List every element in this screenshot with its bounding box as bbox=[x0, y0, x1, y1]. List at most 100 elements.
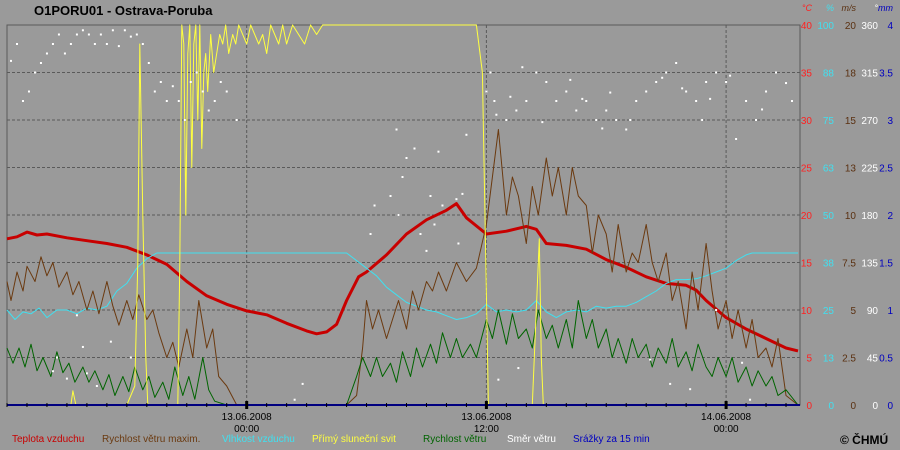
axis-tick-label: 50 bbox=[823, 211, 835, 222]
wind-direction-point bbox=[609, 91, 612, 94]
wind-direction-point bbox=[105, 43, 108, 45]
axis-tick-label: 0 bbox=[887, 401, 893, 412]
wind-direction-point bbox=[81, 345, 84, 348]
axis-tick-label: 75 bbox=[823, 116, 835, 127]
wind-direction-point bbox=[615, 119, 618, 121]
wind-direction-point bbox=[605, 109, 608, 112]
wind-direction-point bbox=[33, 71, 36, 74]
axis-tick-label: 13 bbox=[823, 354, 835, 365]
wind-direction-point bbox=[575, 109, 578, 112]
wind-direction-point bbox=[135, 33, 138, 36]
wind-direction-point bbox=[629, 119, 632, 121]
axis-tick-label: 1.5 bbox=[879, 259, 893, 270]
wind-direction-point bbox=[189, 81, 192, 83]
wind-direction-point bbox=[57, 33, 60, 36]
axis-unit: m/s bbox=[842, 3, 857, 13]
x-tick-label-time: 12:00 bbox=[474, 424, 499, 435]
wind-direction-point bbox=[87, 33, 90, 36]
wind-direction-point bbox=[141, 43, 144, 45]
axis-unit: mm bbox=[878, 3, 893, 13]
wind-direction-point bbox=[81, 29, 84, 32]
axis-tick-label: 15 bbox=[801, 259, 813, 270]
axis-tick-label: 5 bbox=[806, 354, 812, 365]
wind-direction-point bbox=[601, 127, 604, 130]
legend-item: Teplota vzduchu bbox=[12, 434, 85, 445]
axis-tick-label: 2.5 bbox=[842, 354, 856, 365]
wind-direction-point bbox=[213, 100, 216, 102]
wind-direction-point bbox=[581, 97, 584, 100]
series-line-vlhkost-vzduchu bbox=[6, 252, 798, 320]
wind-direction-point bbox=[111, 29, 114, 32]
wind-direction-point bbox=[201, 90, 204, 93]
wind-direction-point bbox=[569, 78, 572, 81]
axis-tick-label: 90 bbox=[867, 306, 879, 317]
wind-direction-point bbox=[555, 100, 558, 102]
wind-direction-point bbox=[405, 157, 408, 159]
wind-direction-point bbox=[521, 66, 524, 69]
wind-direction-point bbox=[745, 100, 748, 102]
wind-direction-point bbox=[123, 29, 126, 32]
axis-unit: °C bbox=[802, 3, 813, 13]
x-tick-label-date: 14.06.2008 bbox=[701, 412, 751, 423]
wind-direction-point bbox=[715, 71, 718, 74]
wind-direction-point bbox=[489, 71, 492, 74]
wind-direction-point bbox=[433, 223, 436, 226]
series-line-rychlost-v-tru bbox=[6, 300, 799, 406]
wind-direction-point bbox=[785, 82, 788, 85]
wind-direction-point bbox=[635, 100, 638, 102]
wind-direction-point bbox=[695, 100, 698, 102]
wind-direction-point bbox=[109, 340, 112, 343]
axis-tick-label: 0.5 bbox=[879, 354, 893, 365]
wind-direction-point bbox=[165, 100, 168, 102]
axis-tick-label: 15 bbox=[845, 116, 857, 127]
wind-direction-point bbox=[219, 81, 222, 83]
wind-direction-point bbox=[293, 398, 296, 401]
wind-direction-point bbox=[515, 109, 518, 112]
axis-tick-label: 40 bbox=[801, 21, 813, 32]
wind-direction-point bbox=[369, 233, 372, 235]
legend-item: Vlhkost vzduchu bbox=[222, 434, 295, 445]
wind-direction-point bbox=[95, 385, 98, 387]
wind-direction-point bbox=[177, 100, 180, 102]
wind-direction-point bbox=[171, 85, 174, 88]
wind-direction-point bbox=[705, 81, 708, 83]
axis-tick-label: 63 bbox=[823, 164, 835, 175]
axis-tick-label: 315 bbox=[861, 69, 878, 80]
axis-tick-label: 20 bbox=[801, 211, 813, 222]
axis-tick-label: 1 bbox=[887, 306, 893, 317]
wind-direction-point bbox=[39, 62, 42, 64]
wind-direction-point bbox=[63, 52, 66, 55]
wind-direction-point bbox=[27, 90, 30, 93]
axis-tick-label: 20 bbox=[845, 21, 857, 32]
axis-tick-label: 360 bbox=[861, 21, 878, 32]
wind-direction-point bbox=[429, 195, 432, 197]
wind-direction-point bbox=[195, 71, 198, 74]
axis-tick-label: 0 bbox=[828, 401, 834, 412]
wind-direction-point bbox=[401, 176, 404, 178]
wind-direction-point bbox=[395, 128, 398, 131]
wind-direction-point bbox=[625, 128, 628, 131]
wind-direction-point bbox=[685, 90, 688, 93]
axis-tick-label: 0 bbox=[872, 401, 878, 412]
axis-tick-label: 25 bbox=[801, 164, 813, 175]
axis-tick-label: 4 bbox=[887, 21, 893, 32]
wind-direction-point bbox=[715, 309, 718, 311]
legend-item: Přímý sluneční svit bbox=[312, 434, 396, 445]
axis-tick-label: 45 bbox=[867, 354, 879, 365]
wind-direction-point bbox=[51, 43, 54, 45]
axis-tick-label: 30 bbox=[801, 116, 813, 127]
axis-tick-label: 180 bbox=[861, 211, 878, 222]
axis-tick-label: 2 bbox=[887, 211, 893, 222]
wind-direction-point bbox=[729, 74, 732, 77]
wind-direction-point bbox=[69, 43, 72, 45]
wind-direction-point bbox=[595, 119, 598, 121]
wind-direction-point bbox=[749, 398, 752, 401]
wind-direction-point bbox=[585, 100, 588, 102]
chart-title: O1PORU01 - Ostrava-Poruba bbox=[34, 3, 213, 18]
axis-tick-label: 225 bbox=[861, 164, 878, 175]
wind-direction-point bbox=[455, 198, 458, 201]
axis-tick-label: 3.5 bbox=[879, 69, 893, 80]
wind-direction-point bbox=[761, 108, 764, 111]
wind-direction-point bbox=[655, 81, 658, 83]
axis-tick-label: 38 bbox=[823, 259, 835, 270]
